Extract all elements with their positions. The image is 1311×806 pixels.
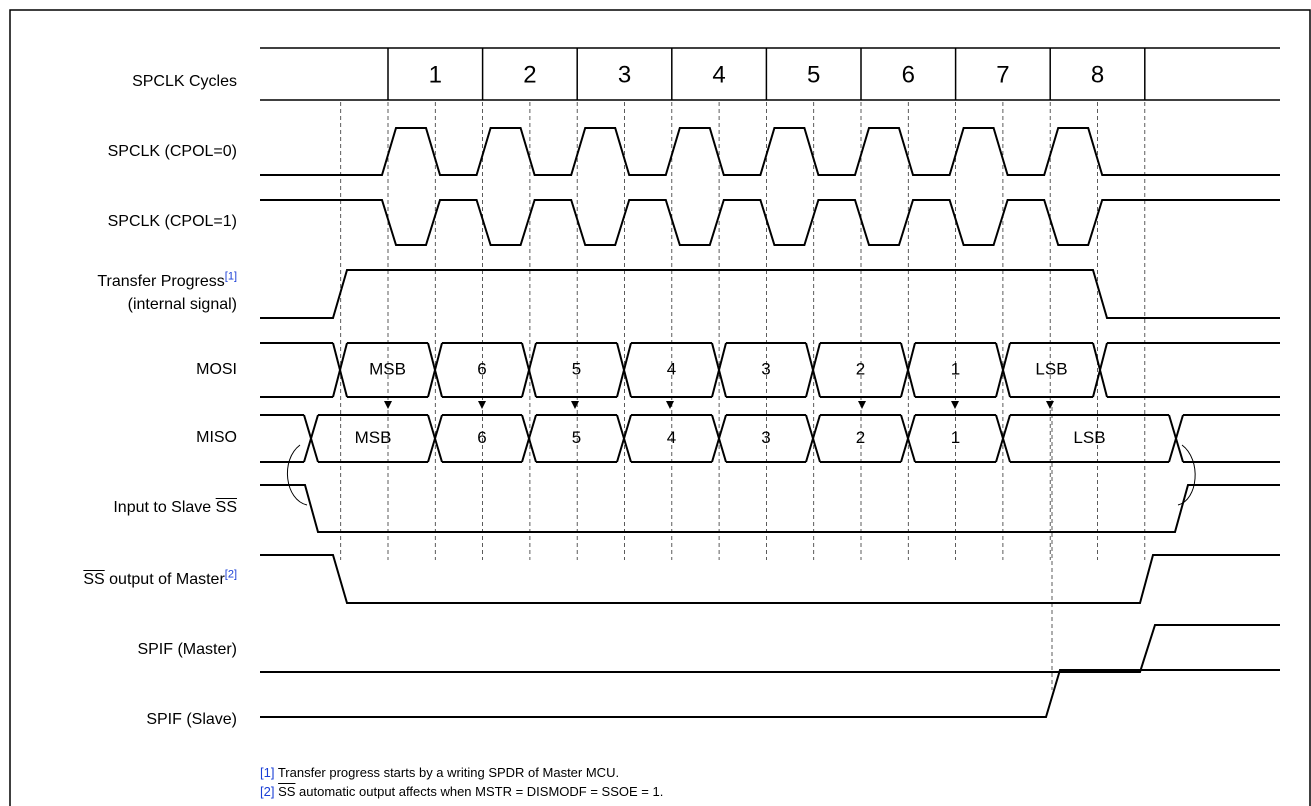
overline-text: SS (278, 784, 296, 799)
bus-edge (711, 342, 727, 398)
label: SPCLK (CPOL=0) (107, 143, 237, 160)
label: SPCLK (CPOL=1) (107, 213, 237, 230)
bit-label: 5 (572, 428, 581, 447)
label: SPCLK Cycles (132, 73, 237, 90)
bus-edge (900, 414, 916, 463)
bit-label: 3 (761, 359, 770, 378)
bit-label: 2 (856, 359, 865, 378)
bit-label: 1 (951, 359, 960, 378)
bit-label: LSB (1035, 359, 1067, 378)
bit-label: 4 (667, 359, 676, 378)
bus-edge (521, 414, 537, 463)
bus-edge (900, 342, 916, 398)
sample-arrow (478, 401, 486, 409)
bus-edge (1092, 342, 1108, 398)
arc (286, 444, 308, 506)
sample-arrow (384, 401, 392, 409)
label: SPIF (Slave) (146, 711, 237, 728)
label: MOSI (196, 361, 237, 378)
bus-edge (427, 414, 443, 463)
sample-arrow (1046, 401, 1054, 409)
bit-label: 4 (667, 428, 676, 447)
master-ss (260, 554, 1280, 604)
bus-edge (616, 342, 632, 398)
arc (1177, 444, 1196, 506)
bit-label: 3 (761, 428, 770, 447)
note: [1] Transfer progress starts by a writin… (260, 765, 619, 780)
bus-edge (805, 342, 821, 398)
ref: [1] (224, 270, 237, 283)
cycle-number: 8 (1091, 61, 1104, 88)
bit-label: MSB (369, 359, 406, 378)
bus-edge (995, 342, 1011, 398)
sample-arrow (858, 401, 866, 409)
cycle-number: 6 (902, 61, 915, 88)
label-text: output of Master (104, 571, 225, 588)
bus-edge (521, 342, 537, 398)
label: (internal signal) (127, 296, 237, 313)
label-text: Input to Slave (113, 499, 216, 516)
cycle-number: 2 (523, 61, 536, 88)
spif-master (260, 624, 1280, 673)
bus-edge (805, 414, 821, 463)
label: Input to Slave SS (113, 498, 237, 518)
overline-text: SS (215, 499, 237, 516)
note: [2] SS automatic output affects when MST… (260, 784, 663, 799)
cycle-number: 3 (618, 61, 631, 88)
transfer-progress (260, 269, 1280, 319)
label: SPIF (Master) (137, 641, 237, 658)
bus-edge (711, 414, 727, 463)
label: SS output of Master[2] (83, 568, 237, 590)
note-text: automatic output affects when MSTR = DIS… (295, 784, 664, 799)
bit-label: 1 (951, 428, 960, 447)
ref: [2] (224, 568, 237, 581)
bus-edge (995, 414, 1011, 463)
note-text: Transfer progress starts by a writing SP… (274, 765, 620, 780)
cycle-number: 1 (429, 61, 442, 88)
bus-edge (303, 414, 319, 463)
slave-ss (260, 484, 1280, 533)
overline-text: SS (83, 571, 105, 588)
label: Transfer Progress[1] (97, 270, 237, 292)
cycle-number: 7 (996, 61, 1009, 88)
bus-edge (332, 342, 348, 398)
frame (9, 9, 1311, 806)
bit-label: 6 (477, 428, 486, 447)
bit-label: MSB (355, 428, 392, 447)
spif-slave (260, 669, 1280, 718)
sample-arrow (666, 401, 674, 409)
label-text: Transfer Progress (97, 273, 225, 290)
sample-arrow (951, 401, 959, 409)
bit-label: 2 (856, 428, 865, 447)
spclk-cpol1 (260, 199, 1280, 246)
bus-edge (1168, 414, 1184, 463)
ref: [1] (260, 765, 275, 780)
bus-edge (616, 414, 632, 463)
label: MISO (196, 429, 237, 446)
ref: [2] (260, 784, 275, 799)
cycle-number: 4 (712, 61, 725, 88)
sample-arrow (571, 401, 579, 409)
bus-edge (427, 342, 443, 398)
cycle-number: 5 (807, 61, 820, 88)
bit-label: 6 (477, 359, 486, 378)
bit-label: 5 (572, 359, 581, 378)
bit-label: LSB (1073, 428, 1105, 447)
spclk-cpol0 (260, 127, 1280, 176)
